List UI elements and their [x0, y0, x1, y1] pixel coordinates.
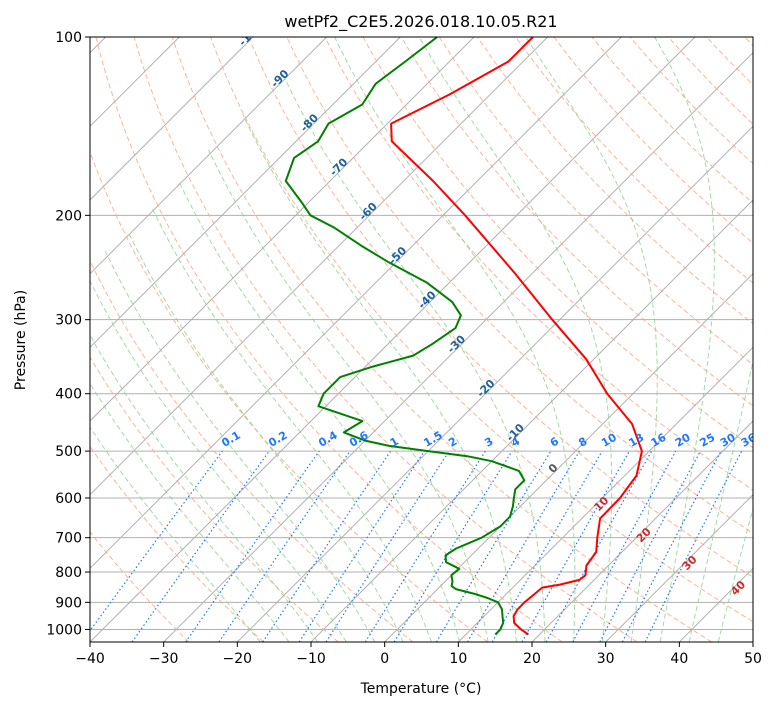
y-tick-label: 700	[55, 531, 82, 547]
y-tick-label: 300	[55, 313, 82, 329]
x-axis-title: Temperature (°C)	[360, 681, 482, 697]
y-tick-label: 600	[55, 491, 82, 507]
y-tick-label: 100	[55, 30, 82, 46]
y-tick-label: 500	[55, 444, 82, 460]
x-tick-label: 40	[670, 651, 688, 667]
y-tick-label: 400	[55, 387, 82, 403]
x-tick-label: 50	[744, 651, 762, 667]
x-tick-label: 0	[380, 651, 389, 667]
y-tick-label: 800	[55, 565, 82, 581]
y-tick-label: 900	[55, 595, 82, 611]
y-axis-title: Pressure (hPa)	[13, 290, 29, 390]
x-tick-label: 30	[597, 651, 615, 667]
chart-title: wetPf2_C2E5.2026.018.10.05.R21	[284, 12, 557, 32]
y-tick-label: 200	[55, 208, 82, 224]
x-tick-label: −10	[296, 651, 326, 667]
x-tick-label: −20	[223, 651, 253, 667]
x-tick-label: −40	[75, 651, 105, 667]
y-tick-label: 1000	[46, 622, 82, 638]
x-tick-label: 20	[523, 651, 541, 667]
x-tick-label: 10	[449, 651, 467, 667]
x-tick-label: −30	[149, 651, 179, 667]
